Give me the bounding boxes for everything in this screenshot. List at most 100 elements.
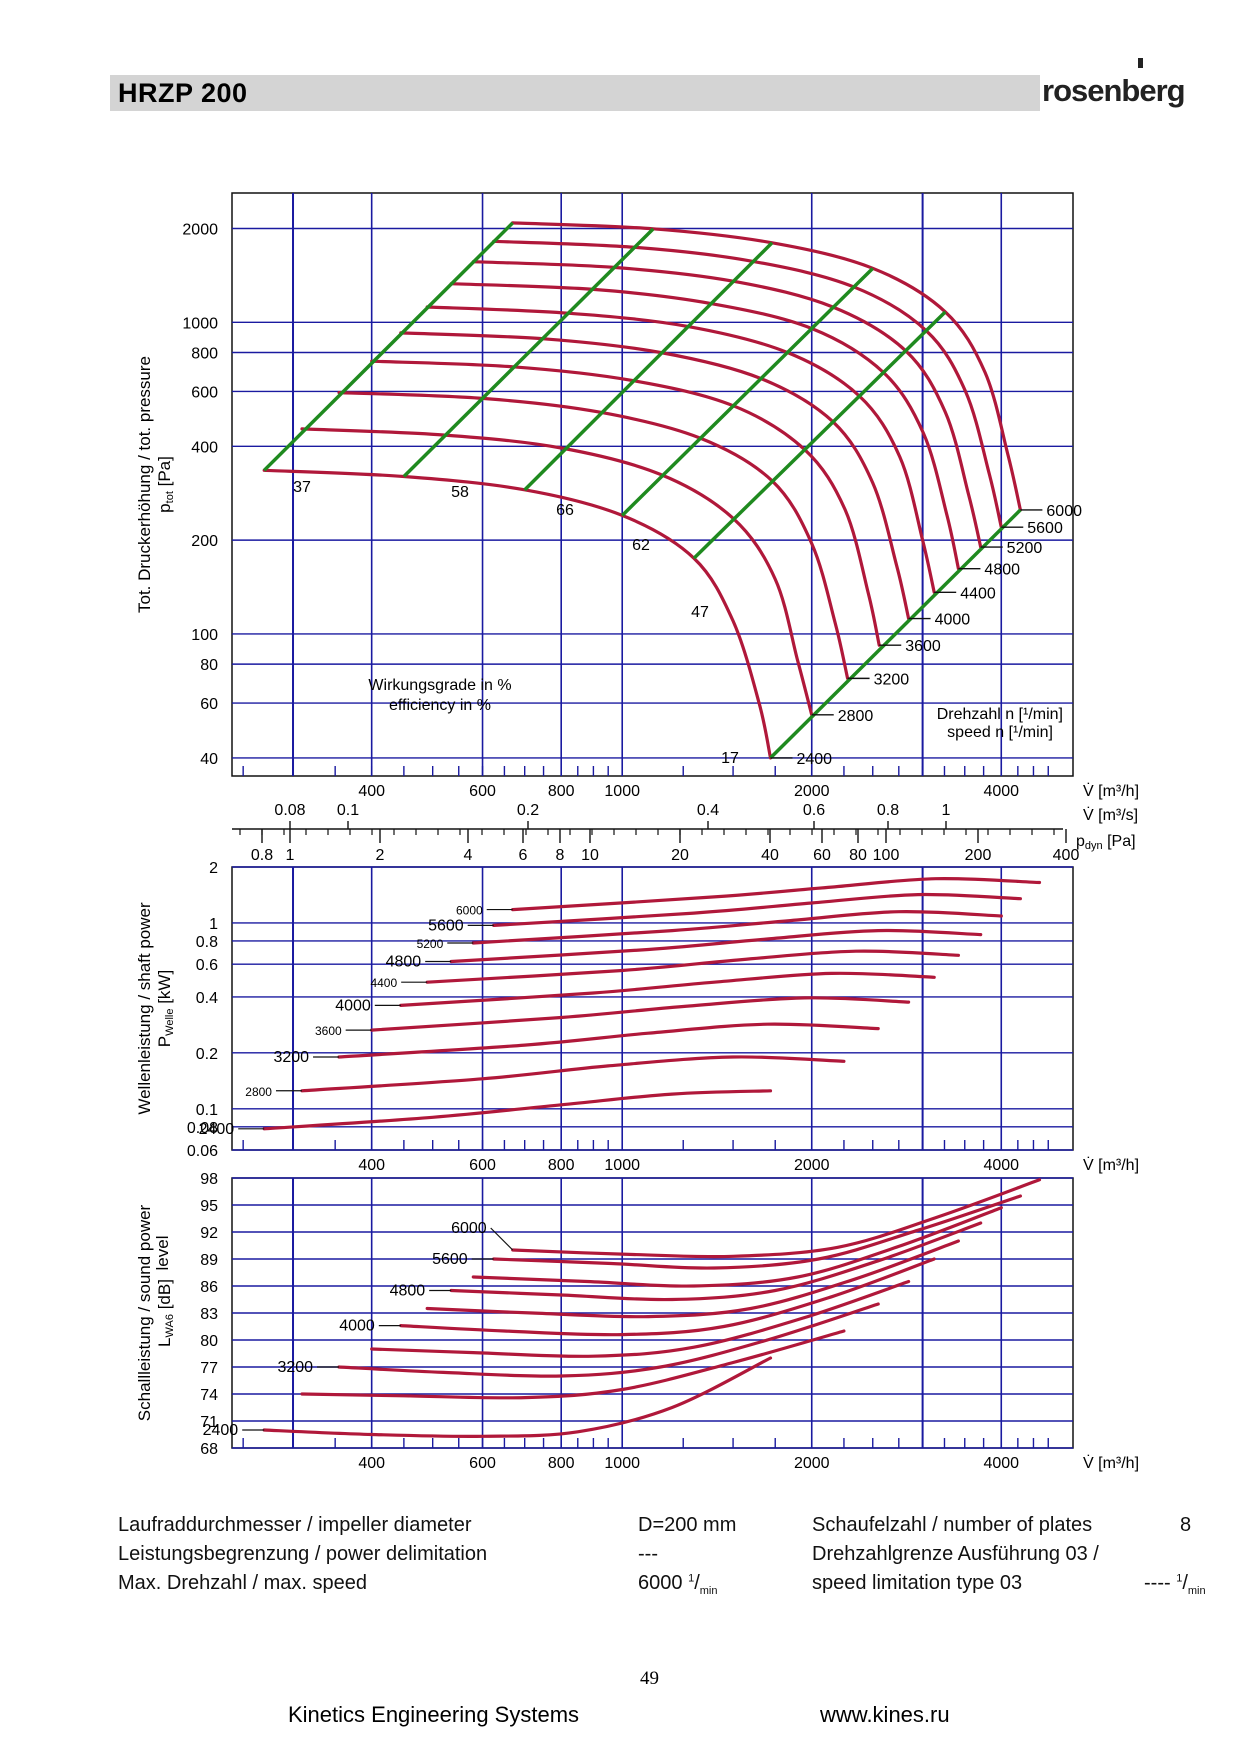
sound-curve-1 <box>300 1329 846 1400</box>
sound-speed-label: 2400 <box>203 1422 239 1439</box>
pressure-frame <box>231 192 1074 777</box>
efficiency-label: 58 <box>451 484 469 501</box>
power-xtick-label: 600 <box>469 1157 496 1174</box>
pressure-xunit: V̇ [m³/h] <box>1083 782 1139 800</box>
logo-dot-icon <box>1138 58 1143 68</box>
pressure-ytick-label: 200 <box>191 533 218 550</box>
sound-ytick-label: 71 <box>200 1414 218 1431</box>
speed-note-de: Drehzahl n [¹/min] <box>937 706 1063 723</box>
sound-curve-8 <box>492 1194 1022 1270</box>
power-curve-5 <box>425 949 960 984</box>
power-xtick-label: 800 <box>548 1157 575 1174</box>
efficiency-line-1 <box>402 227 655 478</box>
power-curve-0 <box>262 1089 773 1131</box>
pressure-xtick-label: 1000 <box>604 783 640 800</box>
header-bar <box>110 75 1040 111</box>
xtick-pdyn-label: 8 <box>556 847 565 864</box>
power-ytick-label: 0.4 <box>196 990 218 1007</box>
sound-ytick-label: 98 <box>200 1171 218 1188</box>
xtick-m3s-label: 0.8 <box>877 802 899 819</box>
power-ytick-label: 2 <box>209 860 218 877</box>
pressure-curve-9 <box>511 221 1022 512</box>
footer-company: Kinetics Engineering Systems <box>288 1702 580 1727</box>
power-speed-label: 3200 <box>273 1049 309 1066</box>
efficiency-label: 62 <box>632 537 650 554</box>
sound-xtick-label: 4000 <box>983 1455 1019 1472</box>
power-xtick-label: 2000 <box>794 1157 830 1174</box>
power-curve-7 <box>471 910 1003 945</box>
sound-ytick-label: 77 <box>200 1360 218 1377</box>
pressure-ytick-label: 40 <box>200 751 218 768</box>
xunit-pdyn: pdyn [Pa] <box>1076 833 1136 852</box>
pressure-ytick-label: 60 <box>200 696 218 713</box>
efficiency-line-3 <box>620 267 874 517</box>
power-speed-label: 4000 <box>335 997 371 1014</box>
speed-label: 5600 <box>1027 520 1063 537</box>
pressure-xtick-label: 600 <box>469 783 496 800</box>
xtick-pdyn-label: 100 <box>873 847 900 864</box>
efficiency-label: 17 <box>721 750 739 767</box>
sound-xunit: V̇ [m³/h] <box>1083 1454 1139 1472</box>
xtick-pdyn-label: 20 <box>671 847 689 864</box>
power-speed-label: 5200 <box>417 937 444 951</box>
efficiency-label: 47 <box>691 604 709 621</box>
xtick-pdyn-label: 40 <box>761 847 779 864</box>
sound-speed-label: 6000 <box>451 1220 487 1237</box>
power-speed-label: 3600 <box>315 1024 342 1038</box>
xunit-m3s: V̇ [m³/s] <box>1083 806 1138 824</box>
power-ytick-label: 0.06 <box>187 1143 218 1160</box>
power-ytick-label: 0.1 <box>196 1102 218 1119</box>
pressure-ylabel2: ptot [Pa] <box>155 456 176 513</box>
pressure-ytick-label: 2000 <box>182 222 218 239</box>
xtick-m3s-label: 0.08 <box>274 802 305 819</box>
xtick-m3s-label: 1 <box>942 802 951 819</box>
footer-website[interactable]: www.kines.ru <box>820 1702 950 1727</box>
sound-ytick-label: 95 <box>200 1198 218 1215</box>
pressure-ytick-label: 800 <box>191 346 218 363</box>
power-xunit: V̇ [m³/h] <box>1083 1156 1139 1174</box>
pressure-curve-1 <box>300 427 814 717</box>
power-ytick-label: 0.6 <box>196 957 218 974</box>
pressure-curve-3 <box>370 359 881 647</box>
efficiency-line-0 <box>262 221 514 472</box>
xtick-pdyn-label: 2 <box>376 847 385 864</box>
sound-curve-9 <box>511 1178 1042 1259</box>
sound-ytick-label: 80 <box>200 1333 218 1350</box>
pressure-ytick-label: 1000 <box>182 315 218 332</box>
spec-speedlimit-label: Drehzahlgrenze Ausführung 03 / <box>812 1543 1099 1565</box>
pressure-xtick-label: 400 <box>358 783 385 800</box>
power-speed-label: 4800 <box>386 954 422 971</box>
speed-note-en: speed n [¹/min] <box>947 724 1053 741</box>
spec-plates-value: 8 <box>1180 1514 1192 1536</box>
efficiency-line-5 <box>769 508 1022 760</box>
power-speed-label: 4400 <box>370 976 397 990</box>
speed-label: 5200 <box>1007 540 1043 557</box>
sound-xtick-label: 600 <box>469 1455 496 1472</box>
spec-power-value: --- <box>638 1543 658 1565</box>
spec-speedlimit-label-2: speed limitation type 03 <box>812 1572 1023 1594</box>
spec-speedlimit-value: ---- 1/min <box>1144 1572 1206 1597</box>
sound-curve-7 <box>471 1206 1003 1288</box>
pressure-xtick-label: 4000 <box>983 783 1019 800</box>
power-speed-label: 6000 <box>456 904 483 918</box>
speed-label: 3600 <box>905 638 941 655</box>
xtick-pdyn-label: 200 <box>965 847 992 864</box>
sound-ylabel: Schallleistung / sound power <box>135 1204 154 1421</box>
sound-ytick-label: 68 <box>200 1441 218 1458</box>
sound-speed-leader <box>490 1227 514 1251</box>
speed-label: 2800 <box>838 708 874 725</box>
sound-curve-6 <box>449 1221 983 1302</box>
sound-speed-label: 4800 <box>390 1283 426 1300</box>
efficiency-note-de: Wirkungsgrade in % <box>368 677 511 694</box>
power-ytick-label: 0.2 <box>196 1046 218 1063</box>
spec-plates-label: Schaufelzahl / number of plates <box>812 1514 1093 1536</box>
xtick-m3s-label: 0.4 <box>697 802 719 819</box>
brand-logo: rosenberg <box>1042 73 1186 108</box>
pressure-ytick-label: 80 <box>200 657 218 674</box>
pressure-ytick-label: 600 <box>191 384 218 401</box>
sound-ytick-label: 89 <box>200 1252 218 1269</box>
sound-ytick-label: 74 <box>200 1387 218 1404</box>
page-number: 49 <box>640 1668 659 1689</box>
power-speed-label: 2400 <box>199 1121 235 1138</box>
pressure-curve-2 <box>337 391 850 680</box>
